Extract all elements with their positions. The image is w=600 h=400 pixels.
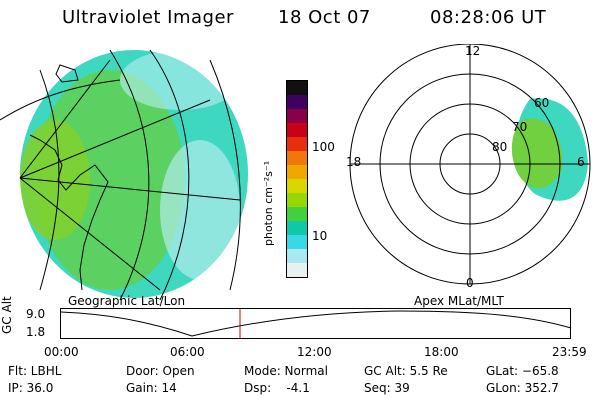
colorbar-segment xyxy=(287,249,307,263)
alt-xtick-1800: 18:00 xyxy=(424,345,459,359)
alt-plot-ytick-high: 9.0 xyxy=(26,307,46,321)
colorbar-segment xyxy=(287,151,307,165)
alt-plot-ytick-low: 1.8 xyxy=(26,325,46,339)
mlt-label-12: 12 xyxy=(465,44,481,58)
info-flt: Flt: LBHL xyxy=(8,364,62,378)
info-ip: IP: 36.0 xyxy=(8,381,54,395)
polar-image-panel xyxy=(349,44,591,285)
lat-lon-grid xyxy=(0,49,241,300)
lat-label-80: 80 xyxy=(492,140,508,154)
alt-xtick-2359: 23:59 xyxy=(552,345,587,359)
info-gc-alt: GC Alt: 5.5 Re xyxy=(364,364,448,378)
colorbar-segment xyxy=(287,193,307,207)
lat-label-70: 70 xyxy=(512,120,528,134)
altitude-plot xyxy=(60,308,572,339)
colorbar-segment xyxy=(287,235,307,249)
info-mode: Mode: Normal xyxy=(244,364,328,378)
altitude-curve xyxy=(60,310,572,337)
alt-xtick-0000: 00:00 xyxy=(44,345,79,359)
mlt-label-18: 18 xyxy=(346,155,362,169)
colorbar-segment xyxy=(287,81,307,95)
colorbar xyxy=(286,80,308,278)
info-seq: Seq: 39 xyxy=(364,381,410,395)
geographic-image-panel xyxy=(0,49,248,300)
alt-plot-ylabel: GC Alt xyxy=(0,296,14,334)
colorbar-segment xyxy=(287,95,307,109)
colorbar-tick-10: 10 xyxy=(312,229,328,243)
coastline xyxy=(29,134,109,291)
auroral-oval-core xyxy=(511,118,563,189)
polar-grid xyxy=(349,44,591,285)
alt-xtick-1200: 12:00 xyxy=(297,345,332,359)
colorbar-segment xyxy=(287,221,307,235)
colorbar-label: photon cm⁻²s⁻¹ xyxy=(262,160,275,246)
colorbar-segment xyxy=(287,179,307,193)
lat-label-60: 60 xyxy=(534,96,550,110)
colorbar-segment xyxy=(287,109,307,123)
time-label: 08:28:06 UT xyxy=(430,7,547,28)
colorbar-segment xyxy=(287,165,307,179)
info-door: Door: Open xyxy=(126,364,195,378)
app-title: Ultraviolet Imager xyxy=(62,7,234,28)
geographic-caption: Geographic Lat/Lon xyxy=(68,294,186,308)
info-dsp: Dsp: -4.1 xyxy=(244,381,310,395)
polar-caption: Apex MLat/MLT xyxy=(414,294,504,308)
mlt-label-0: 0 xyxy=(466,276,474,290)
colorbar-segment xyxy=(287,137,307,151)
coastline-island xyxy=(55,64,79,83)
colorbar-segment xyxy=(287,123,307,137)
info-glon: GLon: 352.7 xyxy=(486,381,559,395)
info-gain: Gain: 14 xyxy=(126,381,177,395)
mlt-label-6: 6 xyxy=(577,155,585,169)
colorbar-tick-100: 100 xyxy=(312,140,335,154)
alt-xtick-0600: 06:00 xyxy=(170,345,205,359)
date-label: 18 Oct 07 xyxy=(278,7,371,28)
colorbar-segment xyxy=(287,263,307,277)
info-glat: GLat: −65.8 xyxy=(486,364,559,378)
colorbar-segment xyxy=(287,207,307,221)
